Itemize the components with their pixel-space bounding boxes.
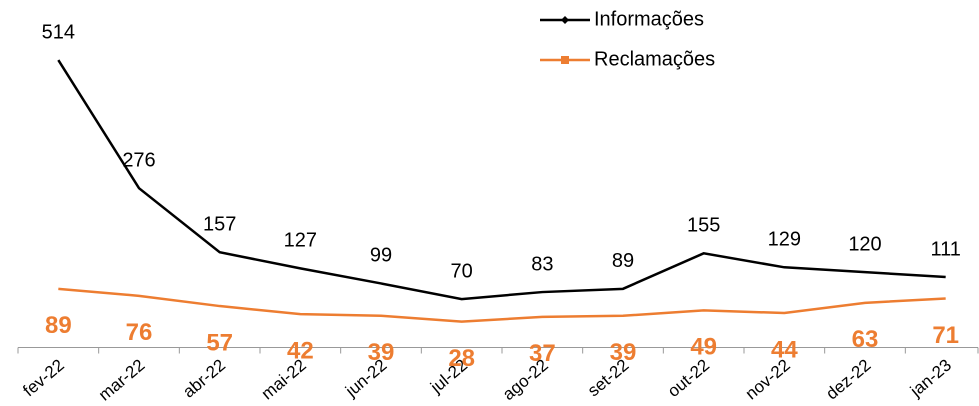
x-tick-label: abr-22: [179, 355, 229, 401]
data-label: 76: [126, 319, 153, 346]
data-label: 57: [206, 329, 233, 356]
data-label: 129: [768, 229, 801, 251]
legend-label: Informações: [594, 8, 704, 30]
data-label: 63: [852, 326, 879, 353]
data-label: 37: [529, 340, 556, 367]
data-label: 155: [687, 215, 720, 237]
data-label: 276: [122, 149, 155, 171]
data-label: 99: [370, 245, 392, 267]
data-label: 28: [448, 345, 475, 372]
data-label: 111: [930, 238, 960, 260]
data-label: 42: [287, 337, 314, 364]
x-tick-label: jan-23: [906, 355, 955, 401]
x-tick-label: dez-22: [822, 355, 874, 403]
data-label: 39: [368, 339, 395, 366]
data-label: 127: [284, 230, 317, 252]
data-label: 120: [848, 233, 881, 255]
series-line: [57, 59, 946, 301]
data-label: 49: [690, 334, 717, 361]
x-tick-label: out-22: [664, 355, 713, 401]
legend-label: Reclamações: [594, 48, 715, 70]
data-label: 83: [531, 253, 553, 275]
legend-marker: [561, 56, 569, 64]
data-label: 157: [203, 214, 236, 236]
legend-marker: [561, 16, 569, 24]
x-tick-label: fev-22: [19, 355, 67, 400]
data-label: 39: [610, 339, 637, 366]
data-label: 89: [45, 312, 72, 339]
data-label: 514: [42, 21, 75, 43]
x-tick-label: mar-22: [95, 355, 148, 404]
data-label: 44: [771, 336, 798, 363]
series-line: [58, 287, 946, 323]
data-label: 71: [932, 322, 959, 349]
data-label: 70: [451, 260, 473, 282]
data-label: 89: [612, 250, 634, 272]
